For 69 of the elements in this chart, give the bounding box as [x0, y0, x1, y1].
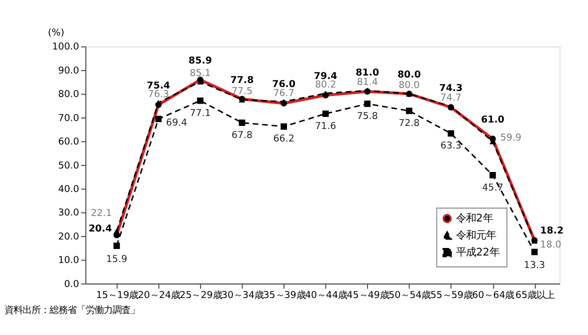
- data-label: 81.4: [356, 76, 378, 88]
- y-tick-label: 30.0: [58, 208, 80, 219]
- y-tick-label: 40.0: [58, 184, 80, 195]
- data-label: 67.8: [231, 130, 253, 141]
- x-tick-label: 60～64歳: [472, 290, 514, 302]
- data-label: 74.7: [440, 92, 462, 104]
- data-label: 74.3: [439, 83, 463, 94]
- point: [114, 228, 120, 234]
- data-label: 80.0: [398, 80, 420, 92]
- y-tick-label: 50.0: [58, 160, 80, 172]
- data-label: 85.1: [190, 68, 211, 80]
- y-tick-label: 60.0: [58, 136, 80, 148]
- data-label: 77.8: [230, 74, 254, 86]
- data-label: 81.0: [356, 67, 380, 78]
- point: [406, 108, 412, 114]
- data-label: 76.7: [273, 88, 294, 99]
- data-label: 77.5: [231, 86, 253, 98]
- data-label: 22.1: [90, 208, 112, 219]
- y-tick-label: 80.0: [58, 89, 80, 100]
- y-tick-label: 70.0: [58, 112, 80, 124]
- legend-label: 平成22年: [456, 246, 500, 259]
- x-tick-label: 15～19歳: [96, 290, 138, 302]
- point: [280, 123, 287, 130]
- x-tick-label: 65歳以上: [515, 290, 554, 302]
- point: [322, 110, 329, 117]
- x-tick-label: 55～59歳: [430, 290, 472, 302]
- y-tick-label: 10.0: [58, 255, 80, 266]
- data-label: 20.4: [88, 223, 112, 234]
- data-label: 80.0: [397, 70, 422, 81]
- y-tick-label: 0.0: [64, 278, 80, 290]
- y-tick-label: 100.0: [52, 42, 80, 53]
- data-label: 66.2: [273, 134, 294, 145]
- legend-label: 令和2年: [456, 212, 493, 224]
- x-tick-label: 50～54歳: [388, 290, 431, 302]
- data-label: 45.7: [482, 182, 504, 194]
- point: [490, 172, 496, 178]
- x-tick-label: 25～29歳: [180, 290, 222, 302]
- data-label: 61.0: [481, 114, 505, 126]
- point: [364, 100, 371, 107]
- x-tick-label: 45～49歳: [346, 290, 389, 302]
- data-label: 18.0: [540, 239, 562, 250]
- data-label: 75.8: [356, 110, 378, 122]
- point: [155, 100, 162, 106]
- x-tick-label: 35～39歳: [263, 290, 306, 302]
- data-label: 85.9: [188, 56, 212, 67]
- data-label: 71.6: [315, 120, 336, 132]
- point: [197, 98, 204, 104]
- data-label: 69.4: [166, 118, 188, 129]
- x-tick-label: 20～24歳: [138, 290, 180, 302]
- data-label: 13.3: [524, 260, 546, 272]
- data-label: 76.3: [148, 88, 170, 100]
- point: [114, 242, 120, 249]
- y-tick-label: 20.0: [58, 231, 80, 242]
- x-tick-label: 30～34歳: [221, 290, 264, 302]
- data-label: 59.9: [500, 132, 522, 144]
- point: [448, 130, 454, 137]
- y-axis-title: (%): [48, 27, 64, 38]
- y-tick-label: 90.0: [58, 65, 80, 76]
- legend-label: 令和元年: [456, 229, 496, 242]
- point: [238, 120, 246, 126]
- data-label: 77.1: [190, 108, 211, 119]
- data-label: 80.2: [315, 80, 336, 91]
- text: 資料出所：総務省「労働力調査」: [4, 304, 140, 316]
- data-label: 18.2: [540, 226, 564, 237]
- x-tick-label: 40～44歳: [305, 290, 348, 302]
- data-label: 63.3: [440, 140, 462, 152]
- data-label: 15.9: [106, 254, 128, 265]
- data-label: 76.0: [272, 79, 296, 90]
- data-label: 72.8: [398, 118, 420, 130]
